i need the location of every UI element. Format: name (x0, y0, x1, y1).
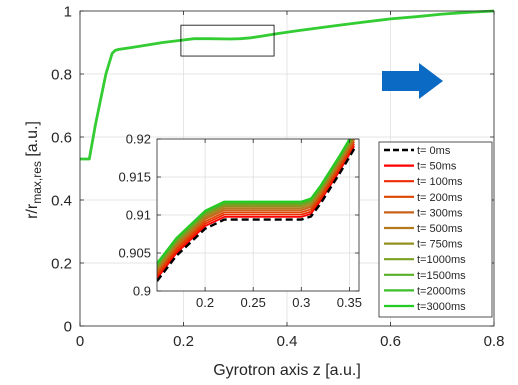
legend-label: t= 750ms (417, 239, 463, 251)
main-y-tick-label: 0.2 (51, 255, 72, 272)
legend-label: t= 500ms (417, 223, 463, 235)
inset-series-group (157, 139, 356, 282)
inset-series-line (157, 139, 351, 264)
inset-x-tick-label: 0.2 (196, 295, 214, 310)
main-y-tick-label: 0 (64, 318, 72, 335)
inset-y-tick-label: 0.91 (126, 208, 151, 223)
main-x-tick-label: 0 (76, 333, 84, 350)
legend-label: t= 100ms (417, 176, 463, 188)
legend: t= 0ms t= 50ms t= 100ms t= 200ms t= 300ms t= … (378, 141, 493, 318)
main-x-tick-label: 0.6 (380, 333, 401, 350)
legend-label: t= 0ms (417, 145, 451, 157)
legend-box (378, 141, 493, 318)
legend-label: t=1000ms (417, 254, 466, 266)
inset-series-line (157, 145, 355, 280)
y-axis-label: r/rmax,res [a.u.] (24, 121, 44, 219)
direction-arrow-shaft (382, 71, 420, 91)
inset-y-tick-label: 0.92 (126, 132, 151, 147)
main-y-tick-label: 0.8 (51, 66, 72, 83)
direction-arrow-head (419, 63, 443, 99)
main-y-tick-label: 0.6 (51, 129, 72, 146)
y-axis-label-main: r/r (24, 203, 41, 219)
direction-arrow (382, 63, 443, 99)
inset-series-line (157, 139, 355, 271)
inset-series-line (157, 148, 356, 282)
main-y-tick-label: 0.4 (51, 192, 72, 209)
legend-label: t= 300ms (417, 207, 463, 219)
inset-y-tick-label: 0.915 (118, 170, 151, 185)
legend-label: t=3000ms (417, 301, 466, 313)
legend-items: t= 0ms t= 50ms t= 100ms t= 200ms t= 300ms t= … (384, 145, 466, 313)
inset-series-line (157, 141, 355, 275)
main-x-tick-label: 0.4 (277, 333, 298, 350)
inset-y-tick-label: 0.905 (118, 246, 151, 261)
main-series-line (80, 9, 495, 161)
main-x-tick-label: 0.2 (173, 333, 194, 350)
main-x-tick-label: 0.8 (484, 333, 505, 350)
main-series-group (80, 9, 495, 161)
legend-label: t=2000ms (417, 285, 466, 297)
x-axis-label: Gyrotron axis z [a.u.] (213, 362, 361, 379)
legend-label: t= 50ms (417, 161, 457, 173)
main-ticks: 0 0.2 0.4 0.6 0.8 0 0.2 0.4 0.6 0.8 1 (51, 3, 504, 350)
zoom-box (180, 24, 275, 57)
inset-series-line (157, 143, 355, 277)
legend-label: t= 200ms (417, 192, 463, 204)
inset-axes: 0.2 0.25 0.3 0.35 0.9 0.905 0.91 0.915 0.92 (118, 132, 362, 310)
legend-label: t=1500ms (417, 270, 466, 282)
y-axis-label-unit: [a.u.] (24, 121, 41, 161)
inset-x-tick-label: 0.25 (241, 295, 266, 310)
inset-ticks: 0.2 0.25 0.3 0.35 0.9 0.905 0.91 0.915 0.92 (118, 132, 362, 310)
inset-x-tick-label: 0.35 (337, 295, 362, 310)
inset-x-tick-label: 0.3 (292, 295, 310, 310)
inset-y-tick-label: 0.9 (133, 284, 151, 299)
y-axis-label-sub: max,res (30, 161, 44, 204)
main-y-tick-label: 1 (64, 3, 72, 20)
inset-series-line (157, 139, 355, 273)
